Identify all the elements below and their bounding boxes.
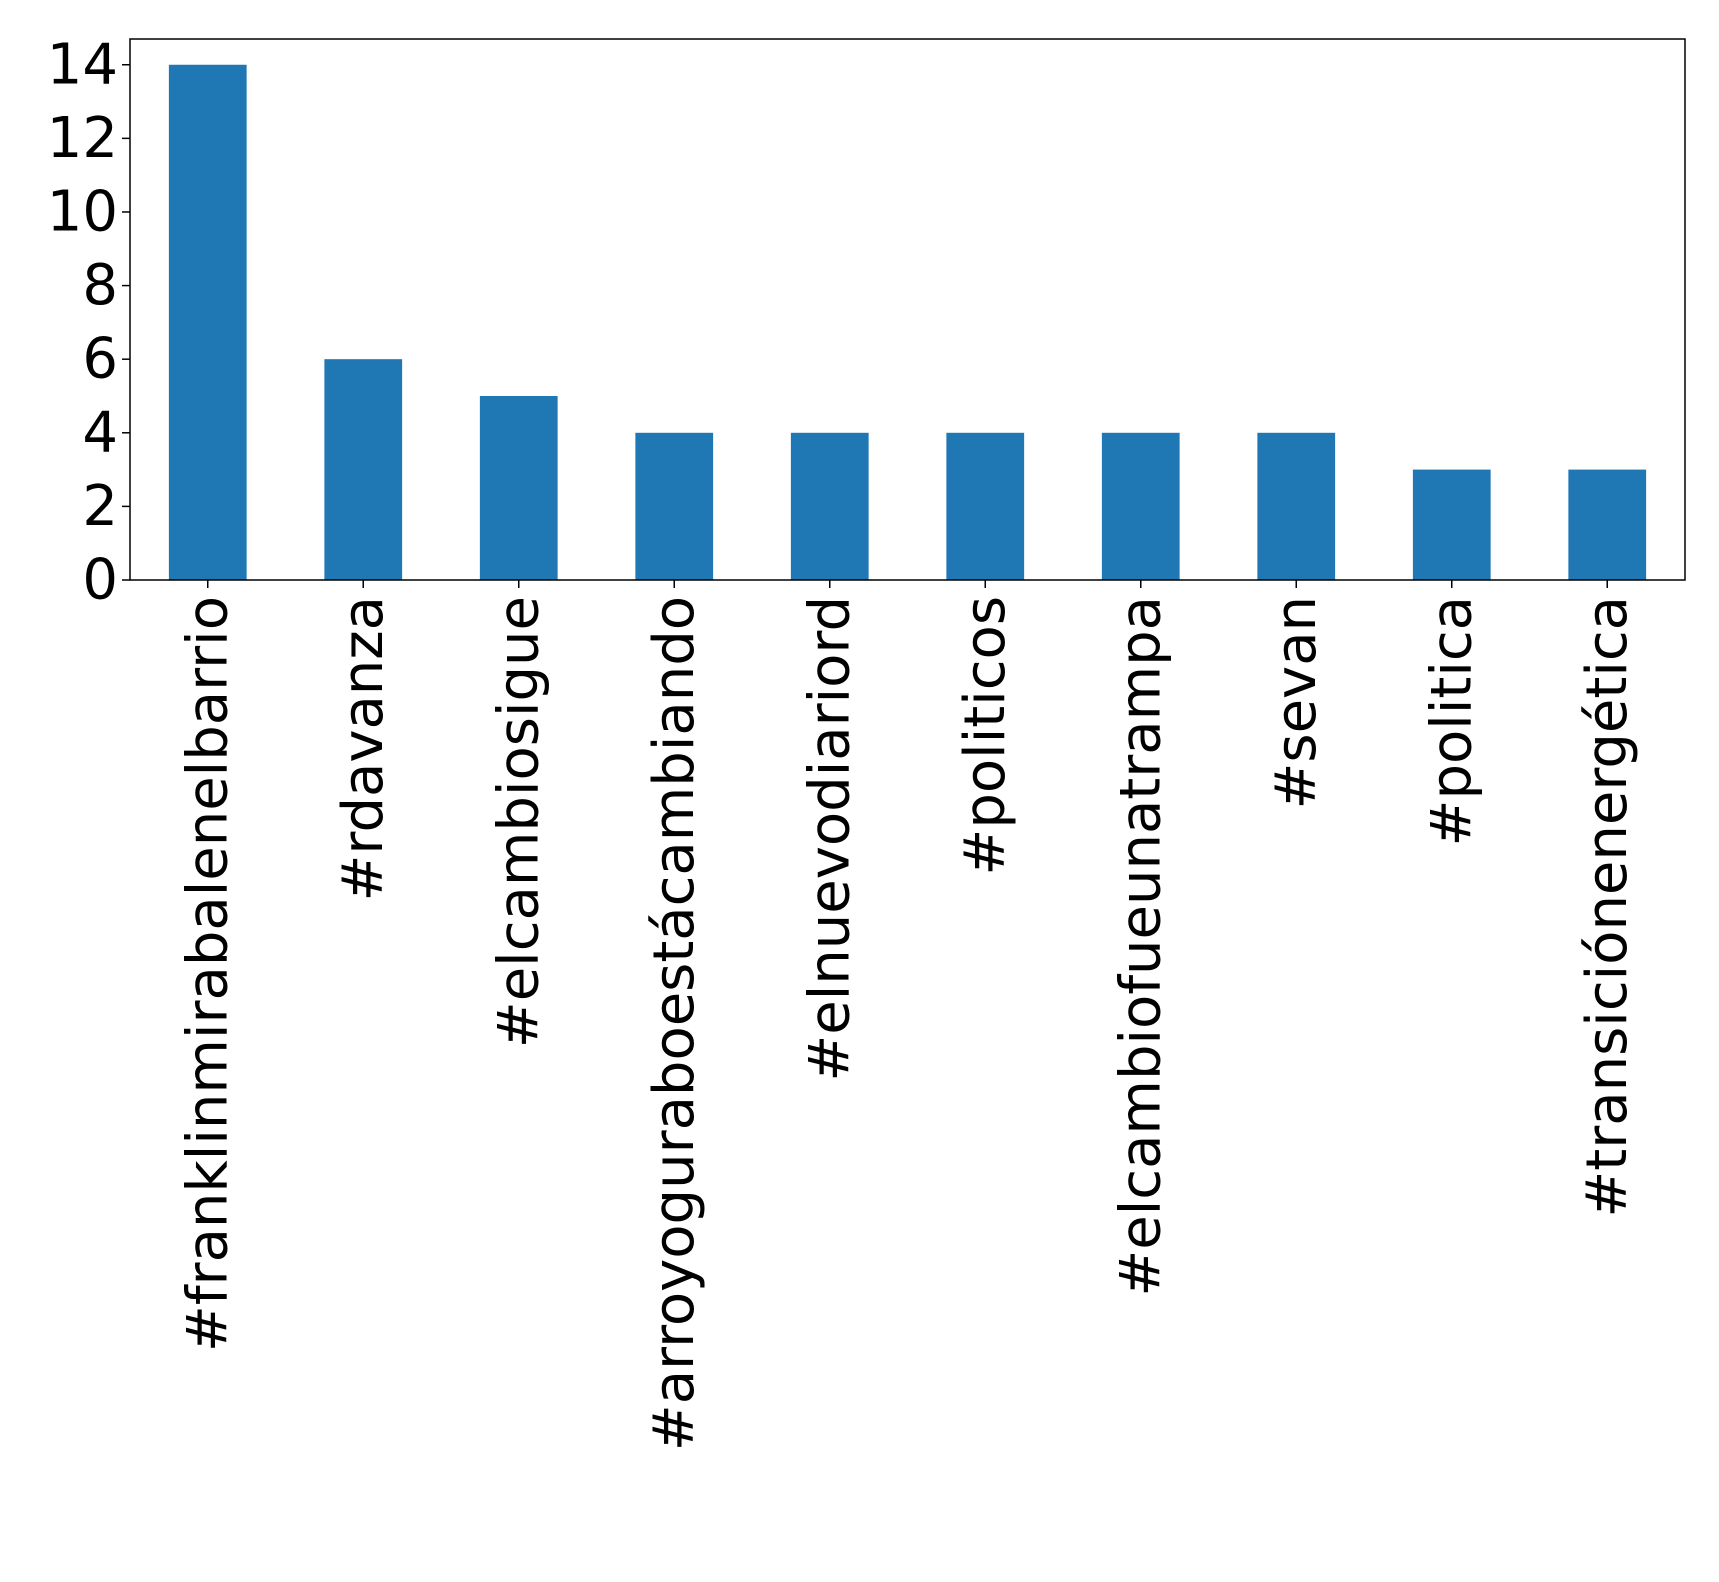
x-tick-label: #politicos [953, 596, 1018, 876]
bar [790, 432, 869, 580]
y-tick-label: 4 [82, 400, 118, 465]
y-axis: 0 2 4 6 8 10 12 14 [47, 32, 130, 613]
y-tick-label: 12 [47, 106, 118, 171]
x-tick-label: #elcambiofueunatrampa [1108, 596, 1173, 1297]
bar [946, 432, 1025, 580]
x-tick-label: #arroyoguraboestácambiando [642, 596, 707, 1451]
bar [1257, 432, 1336, 580]
x-tick-label: #rdavanza [331, 596, 396, 901]
x-tick-label: #transiciónenergética [1575, 596, 1640, 1218]
bars-group [168, 64, 1647, 580]
bar [324, 359, 403, 580]
bar [635, 432, 714, 580]
x-tick-label: #elcambiosigue [486, 596, 551, 1048]
bar [1568, 469, 1647, 580]
x-axis: #franklinmirabalenelbarrio #rdavanza #elca… [175, 580, 1640, 1451]
bar [168, 64, 247, 580]
y-tick-label: 10 [47, 179, 118, 244]
bar [1412, 469, 1491, 580]
x-tick-label: #sevan [1264, 596, 1329, 810]
y-tick-label: 0 [82, 548, 118, 613]
bar [479, 395, 558, 580]
y-tick-label: 14 [47, 32, 118, 97]
x-tick-label: #politica [1419, 596, 1484, 846]
x-tick-label: #franklinmirabalenelbarrio [175, 596, 240, 1352]
y-tick-label: 6 [82, 327, 118, 392]
y-tick-label: 2 [82, 474, 118, 539]
plot-frame [129, 38, 1686, 581]
x-tick-label: #elnuevodiariord [797, 596, 862, 1082]
y-tick-label: 8 [82, 253, 118, 318]
bar [1101, 432, 1180, 580]
